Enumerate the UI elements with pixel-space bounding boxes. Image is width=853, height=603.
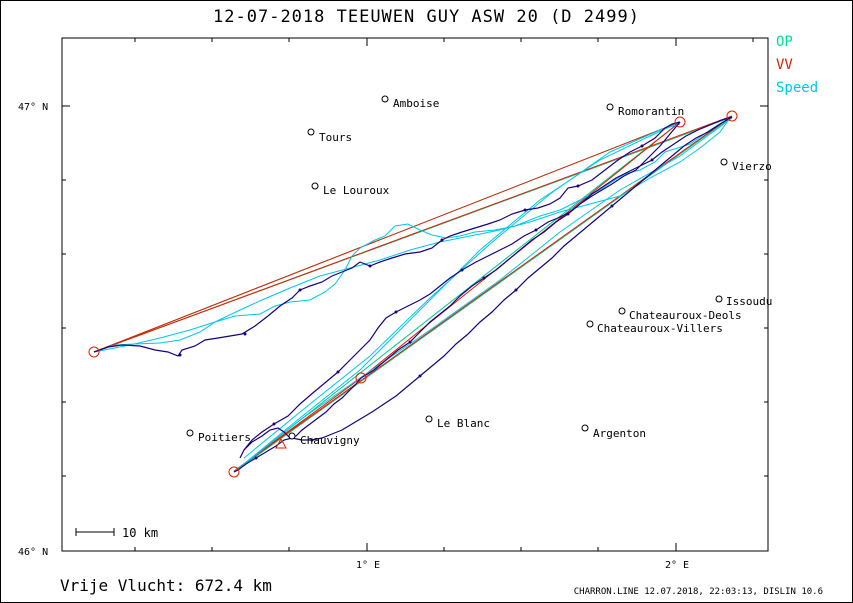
scale-label: 10 km [122,526,158,540]
turnpoint-3 [674,116,686,128]
start-triangle [275,437,287,449]
flight-title: 12-07-2018 TEEUWEN GUY ASW 20 (D 2499) [213,7,640,27]
place-argenton-marker [581,424,589,432]
turnpoint-1 [88,346,100,358]
place-chauvigny-marker [288,432,296,440]
distance-summary: Vrije Vlucht: 672.4 km [60,576,272,595]
legend-vv: VV [776,57,793,73]
place-tours: Tours [319,131,352,144]
place-romorantin-marker [606,103,614,111]
lat-label-46: 46° N [18,547,48,558]
turnpoint-4 [228,466,240,478]
place-romorantin: Romorantin [618,105,684,118]
place-chateauroux-villers-marker [586,320,594,328]
place-issoudu: Issoudu [726,295,772,308]
plot-border [61,37,769,552]
track-dots [178,144,654,460]
place-amboise: Amboise [393,97,439,110]
axis-ticks [62,38,768,551]
place-vierzo-marker [720,158,728,166]
place-markers: Amboise Romorantin Tours Le Louroux Vier… [186,95,772,447]
lon-label-1: 1° E [356,560,380,571]
place-chateauroux-deols: Chateauroux-Deols [629,309,742,322]
turnpoint-2 [726,110,738,122]
lon-label-2: 2° E [665,560,689,571]
turnpoints [88,110,738,478]
scale-bar [75,528,115,536]
place-chauvigny: Chauvigny [300,434,360,447]
place-leblanc-marker [425,415,433,423]
place-amboise-marker [381,95,389,103]
place-poitiers: Poitiers [198,431,251,444]
place-issoudu-marker [715,295,723,303]
flight-track [93,116,733,473]
lat-label-47: 47° N [18,102,48,113]
place-tours-marker [307,128,315,136]
place-chateauroux-deols-marker [618,307,626,315]
place-poitiers-marker [186,429,194,437]
footer-info: CHARRON.LINE 12.07.2018, 22:03:13, DISLI… [573,587,823,597]
speed-track [93,117,733,473]
place-leblanc: Le Blanc [437,417,490,430]
place-chateauroux-villers: Chateauroux-Villers [597,322,723,335]
legend-speed: Speed [776,80,819,96]
place-argenton: Argenton [593,427,646,440]
legend-op: OP [776,34,793,50]
turnpoint-5 [355,372,367,384]
place-lelouroux-marker [311,182,319,190]
place-lelouroux: Le Louroux [323,184,390,197]
place-vierzo: Vierzo [732,160,772,173]
